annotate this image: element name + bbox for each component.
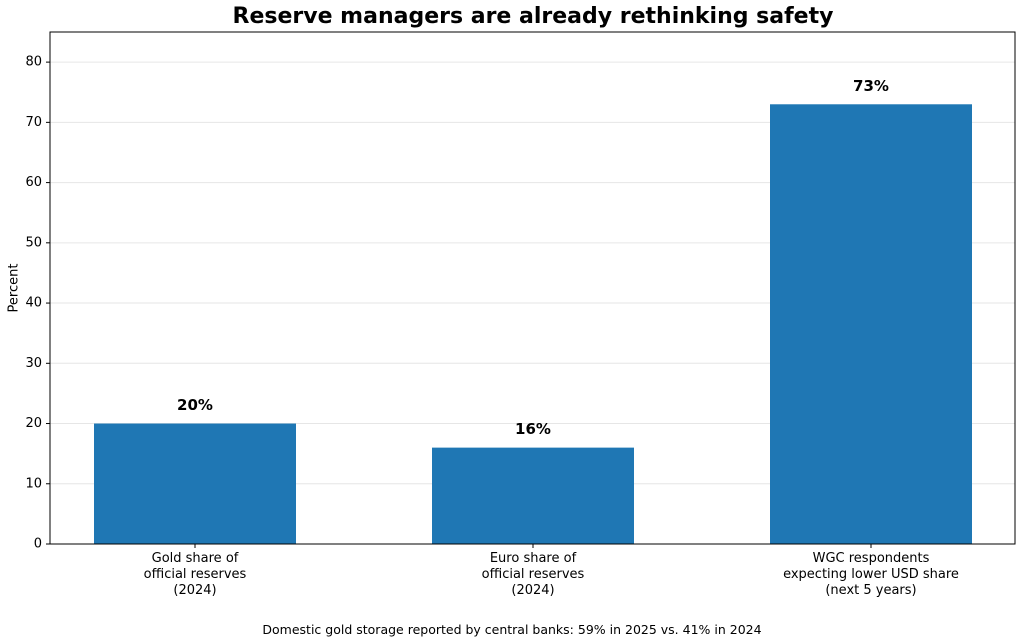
bar (432, 447, 634, 544)
bar (94, 423, 296, 544)
y-tick-label: 50 (25, 235, 42, 250)
x-tick-label: WGC respondents expecting lower USD shar… (783, 551, 959, 598)
y-tick-label: 70 (25, 115, 42, 130)
y-tick-label: 80 (25, 55, 42, 70)
y-tick-label: 40 (25, 296, 42, 311)
annotation: Domestic gold storage reported by centra… (262, 622, 762, 637)
x-tick-label: Gold share of official reserves (2024) (143, 551, 247, 598)
y-tick-label: 60 (25, 175, 42, 190)
value-label: 73% (853, 77, 889, 95)
axes-frame (49, 31, 1016, 545)
value-label: 16% (515, 420, 551, 438)
value-label: 20% (177, 396, 213, 414)
x-tick-label: Euro share of official reserves (2024) (481, 551, 585, 598)
bar (770, 104, 972, 545)
y-axis-label: Percent (7, 264, 22, 313)
y-tick-label: 30 (25, 356, 42, 371)
y-tick-label: 20 (25, 416, 42, 431)
y-tick-label: 0 (34, 537, 42, 552)
y-tick-label: 10 (25, 476, 42, 491)
chart-title: Reserve managers are already rethinking … (233, 4, 834, 29)
